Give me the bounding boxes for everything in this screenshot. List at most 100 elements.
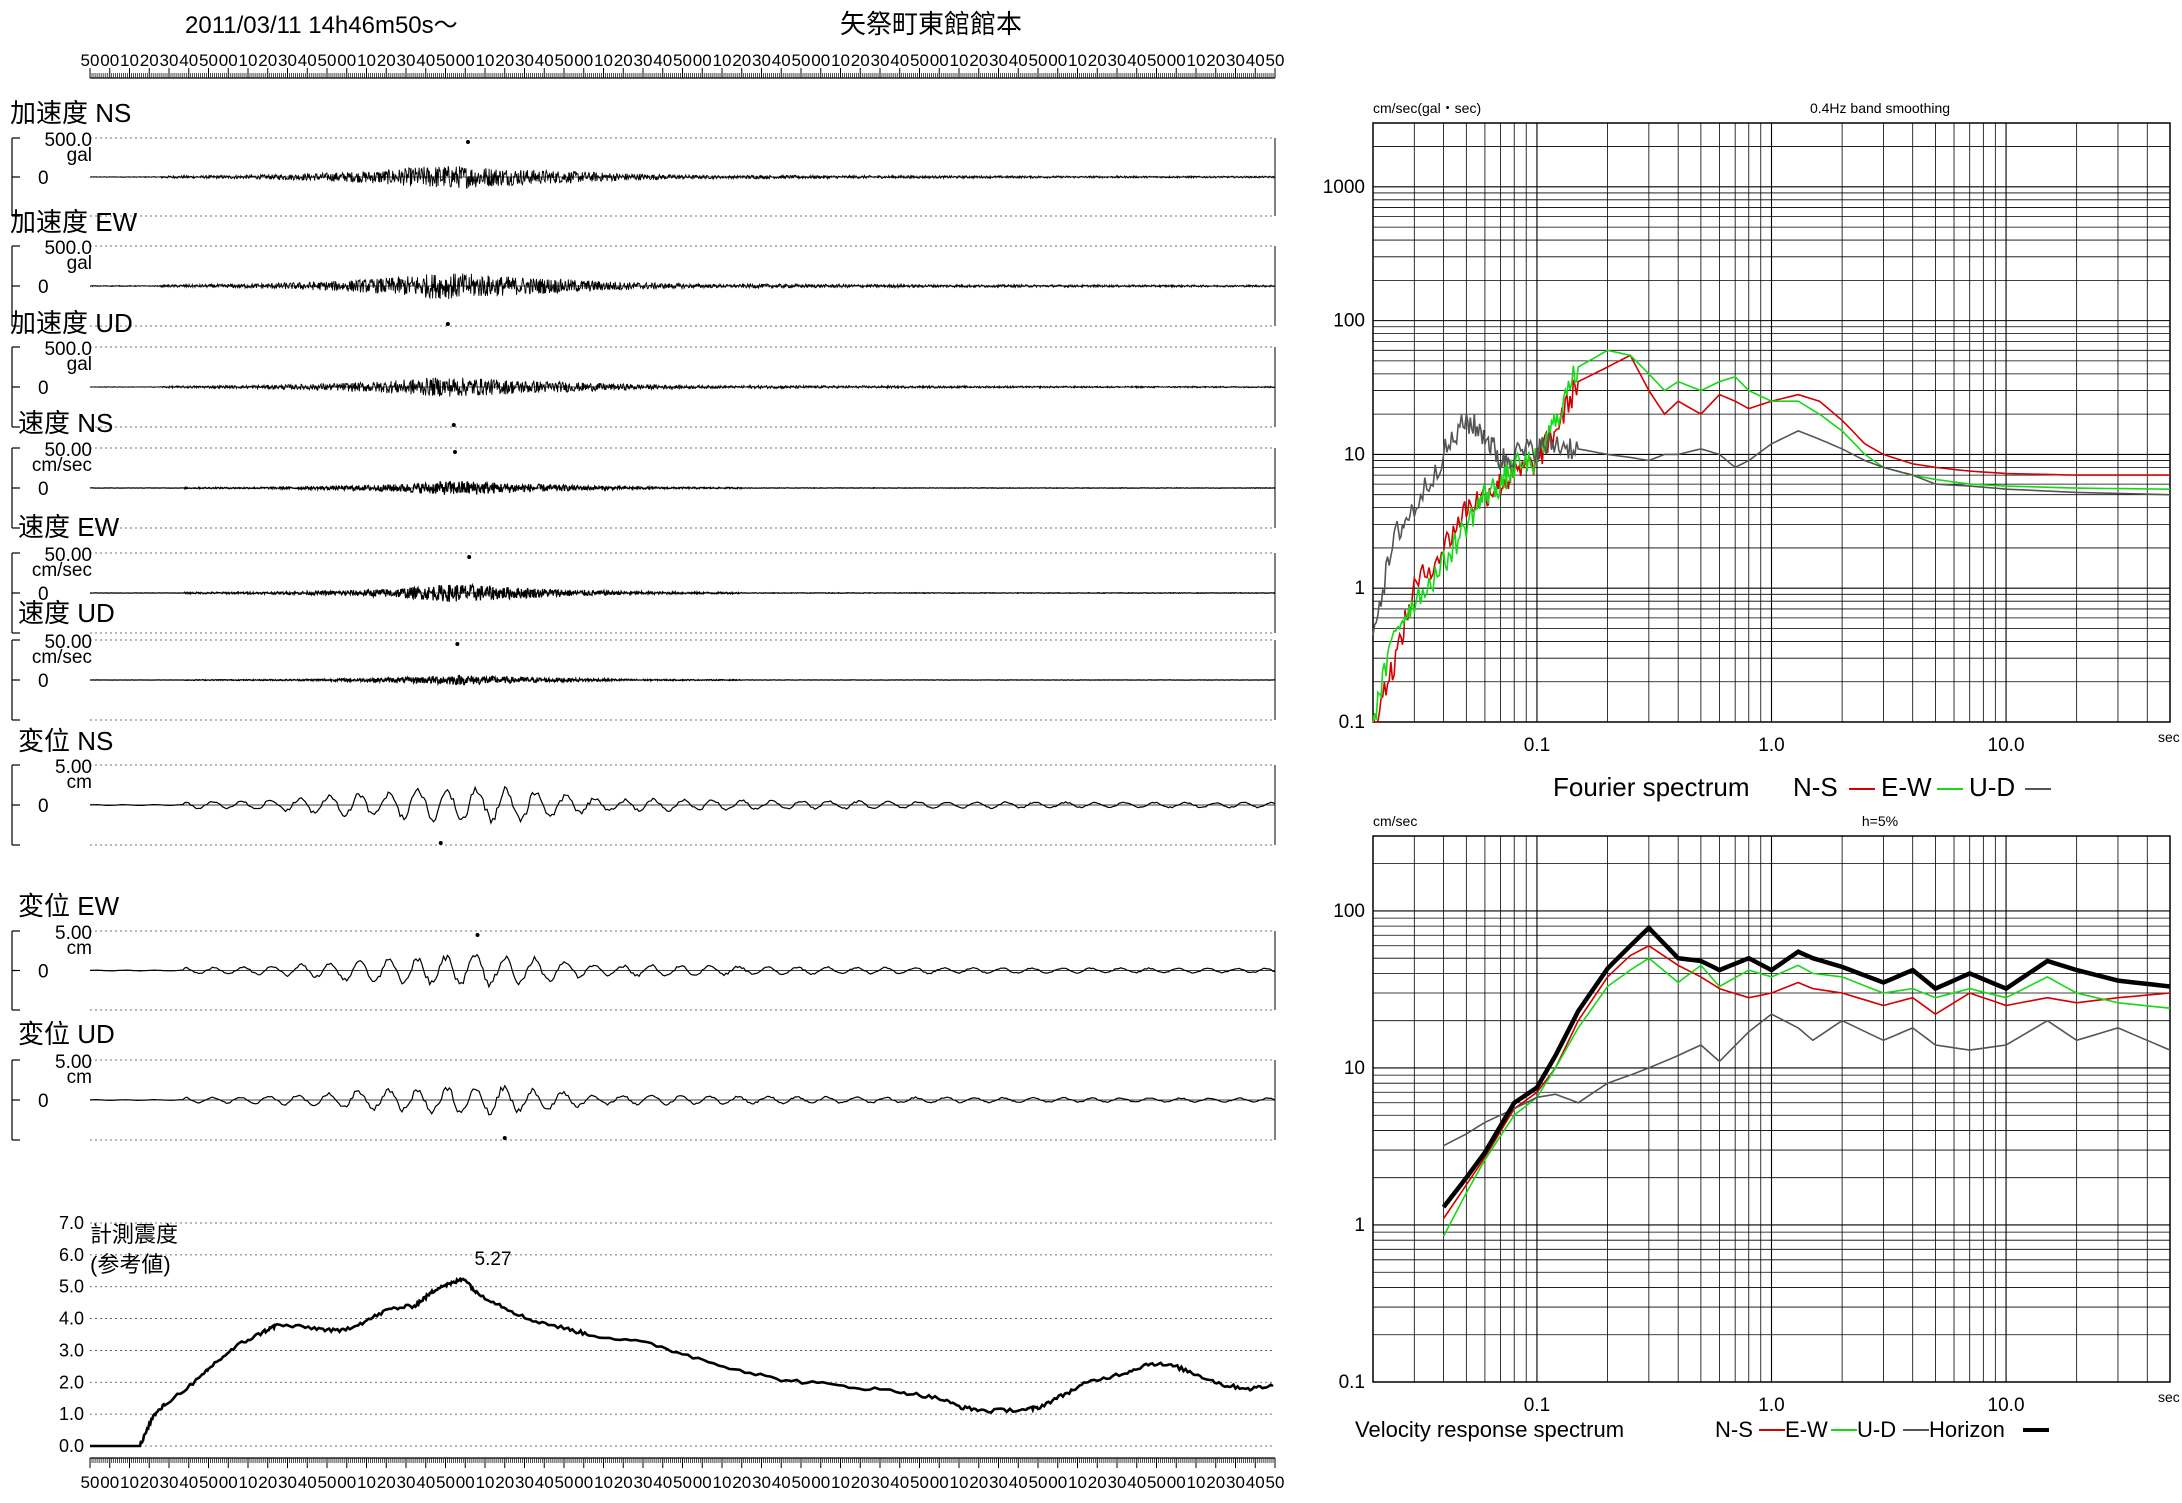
y-tick-label: 1 xyxy=(1354,578,1365,599)
time-tick-label: 20 xyxy=(969,51,988,70)
panel-max-label: 500.0 xyxy=(44,130,92,151)
velocity-response-chart: 100 10 1 0.1 0.1 1.0 10.0 sec cm/sec h=5% Velocity… xyxy=(1333,813,2180,1442)
x-tick-label: 0.1 xyxy=(1524,1395,1550,1416)
time-tick-label: 40 xyxy=(653,1473,672,1492)
panel-max-label: 500.0 xyxy=(44,238,92,259)
time-tick-label: 50 xyxy=(792,1473,811,1492)
time-tick-label: 50 xyxy=(555,51,574,70)
time-tick-label: 50 xyxy=(1029,1473,1048,1492)
time-tick-label: 30 xyxy=(160,1473,179,1492)
intensity-tick-label: 1.0 xyxy=(59,1404,84,1424)
series-ud-line xyxy=(1443,1013,2171,1147)
panel-zero-label: 0 xyxy=(38,962,49,983)
time-tick-label: 30 xyxy=(752,51,771,70)
legend-label: U-D xyxy=(1857,1417,1896,1442)
peak-marker xyxy=(451,423,456,427)
intensity-tick-label: 2.0 xyxy=(59,1372,84,1392)
time-tick-label: 20 xyxy=(495,51,514,70)
time-tick-label: 00 xyxy=(574,51,593,70)
time-tick-label: 40 xyxy=(179,51,198,70)
time-tick-label: 40 xyxy=(1009,51,1028,70)
time-tick-label: 40 xyxy=(535,51,554,70)
time-tick-label: 00 xyxy=(456,1473,475,1492)
panel-unit-label: gal xyxy=(67,253,92,274)
panel-max-label: 500.0 xyxy=(44,339,92,360)
intensity-tick-label: 0.0 xyxy=(59,1436,84,1456)
panel-title: 変位 EW xyxy=(18,891,120,921)
y-unit-label: cm/sec(gal・sec) xyxy=(1373,100,1481,116)
time-tick-label: 50 xyxy=(1147,51,1166,70)
time-tick-label: 20 xyxy=(258,51,277,70)
series-ew-line xyxy=(1442,957,2171,1237)
time-tick-label: 20 xyxy=(614,51,633,70)
time-tick-label: 50 xyxy=(910,1473,929,1492)
time-tick-label: 30 xyxy=(752,1473,771,1492)
time-tick-label: 30 xyxy=(634,1473,653,1492)
time-tick-label: 50 xyxy=(81,51,100,70)
time-tick-label: 00 xyxy=(219,51,238,70)
panel-title: 加速度 EW xyxy=(10,207,138,237)
time-tick-label: 40 xyxy=(179,1473,198,1492)
panel-max-label: 50.00 xyxy=(44,545,92,566)
peak-marker xyxy=(452,450,457,454)
time-tick-label: 00 xyxy=(930,1473,949,1492)
time-tick-label: 50 xyxy=(1147,1473,1166,1492)
waveform-trace xyxy=(89,165,1276,189)
time-tick-label: 00 xyxy=(693,51,712,70)
time-tick-label: 40 xyxy=(416,51,435,70)
time-tick-label: 10 xyxy=(120,51,139,70)
time-tick-label: 30 xyxy=(871,51,890,70)
time-tick-label: 00 xyxy=(1167,51,1186,70)
time-tick-label: 30 xyxy=(634,51,653,70)
time-tick-label: 00 xyxy=(1167,1473,1186,1492)
panel-title: 加速度 UD xyxy=(10,308,133,338)
legend-label: U-D xyxy=(1969,772,2015,802)
x-tick-label: 0.1 xyxy=(1524,735,1550,756)
series-ns-line xyxy=(1442,944,2171,1219)
time-tick-label: 10 xyxy=(1187,51,1206,70)
y-tick-label: 0.1 xyxy=(1339,712,1365,733)
panel-unit-label: cm xyxy=(67,1067,92,1088)
time-tick-label: 50 xyxy=(199,1473,218,1492)
series-ud-line xyxy=(1372,413,2171,636)
y-tick-label: 100 xyxy=(1333,311,1365,332)
intensity-tick-label: 7.0 xyxy=(59,1213,84,1233)
intensity-title: 計測震度 xyxy=(90,1222,178,1247)
panel-max-label: 5.00 xyxy=(55,1052,92,1073)
panel-zero-label: 0 xyxy=(38,479,49,500)
y-tick-label: 1000 xyxy=(1323,177,1365,198)
time-tick-label: 00 xyxy=(1048,1473,1067,1492)
x-tick-label: 1.0 xyxy=(1758,735,1784,756)
panel-title: 速度 UD xyxy=(18,598,115,628)
panel-max-label: 50.00 xyxy=(44,440,92,461)
peak-marker xyxy=(438,841,443,845)
time-tick-label: 40 xyxy=(1246,1473,1265,1492)
peak-marker xyxy=(502,1136,507,1140)
time-tick-label: 50 xyxy=(673,51,692,70)
time-tick-label: 50 xyxy=(673,1473,692,1492)
legend-label: N-S xyxy=(1793,772,1838,802)
time-tick-label: 10 xyxy=(594,1473,613,1492)
time-tick-label: 00 xyxy=(811,1473,830,1492)
time-tick-label: 10 xyxy=(594,51,613,70)
panel-max-label: 5.00 xyxy=(55,757,92,778)
time-tick-label: 30 xyxy=(989,51,1008,70)
time-tick-label: 50 xyxy=(318,1473,337,1492)
x-tick-label: 10.0 xyxy=(1988,735,2025,756)
panel-unit-label: gal xyxy=(67,354,92,375)
time-tick-label: 00 xyxy=(574,1473,593,1492)
time-tick-label: 30 xyxy=(1226,51,1245,70)
legend-label: E-W xyxy=(1881,772,1932,802)
time-tick-label: 30 xyxy=(515,1473,534,1492)
panel-unit-label: cm xyxy=(67,772,92,793)
time-tick-label: 20 xyxy=(258,1473,277,1492)
time-tick-label: 40 xyxy=(1246,51,1265,70)
waveform-trace xyxy=(89,785,1276,825)
intensity-tick-label: 3.0 xyxy=(59,1340,84,1360)
time-tick-label: 30 xyxy=(871,1473,890,1492)
intensity-subtitle: (参考値) xyxy=(90,1252,171,1277)
waveform-trace xyxy=(89,1084,1276,1116)
time-tick-label: 40 xyxy=(535,1473,554,1492)
